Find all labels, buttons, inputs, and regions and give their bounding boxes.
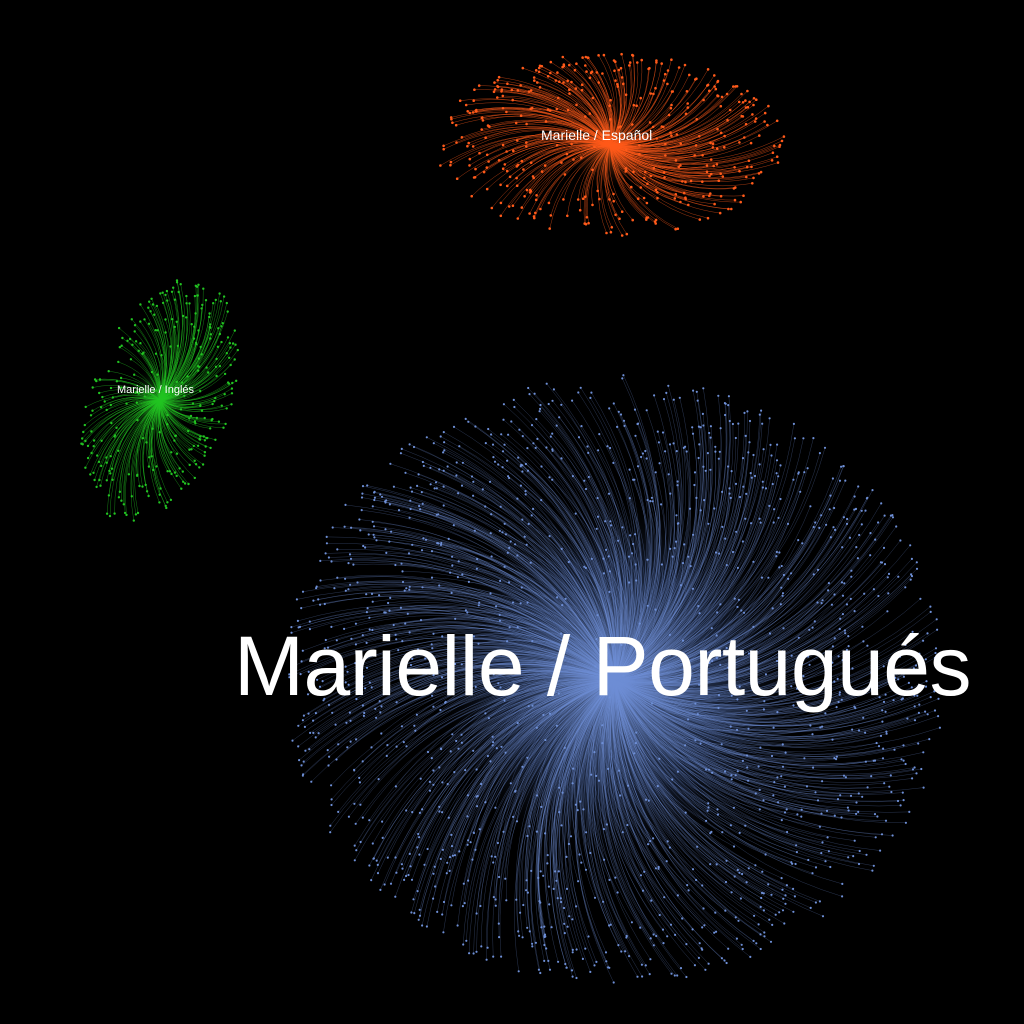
cluster-edges [81,280,238,521]
cluster-label-espanol: Marielle / Español [541,127,653,143]
cluster-portugues [288,374,942,984]
cluster-edges [440,54,785,236]
cluster-ingles [80,279,240,522]
cluster-edges [289,375,940,983]
cluster-label-portugues: Marielle / Portugués [234,619,972,713]
cluster-espanol [439,52,786,237]
cluster-label-ingles: Marielle / Inglés [117,384,195,396]
